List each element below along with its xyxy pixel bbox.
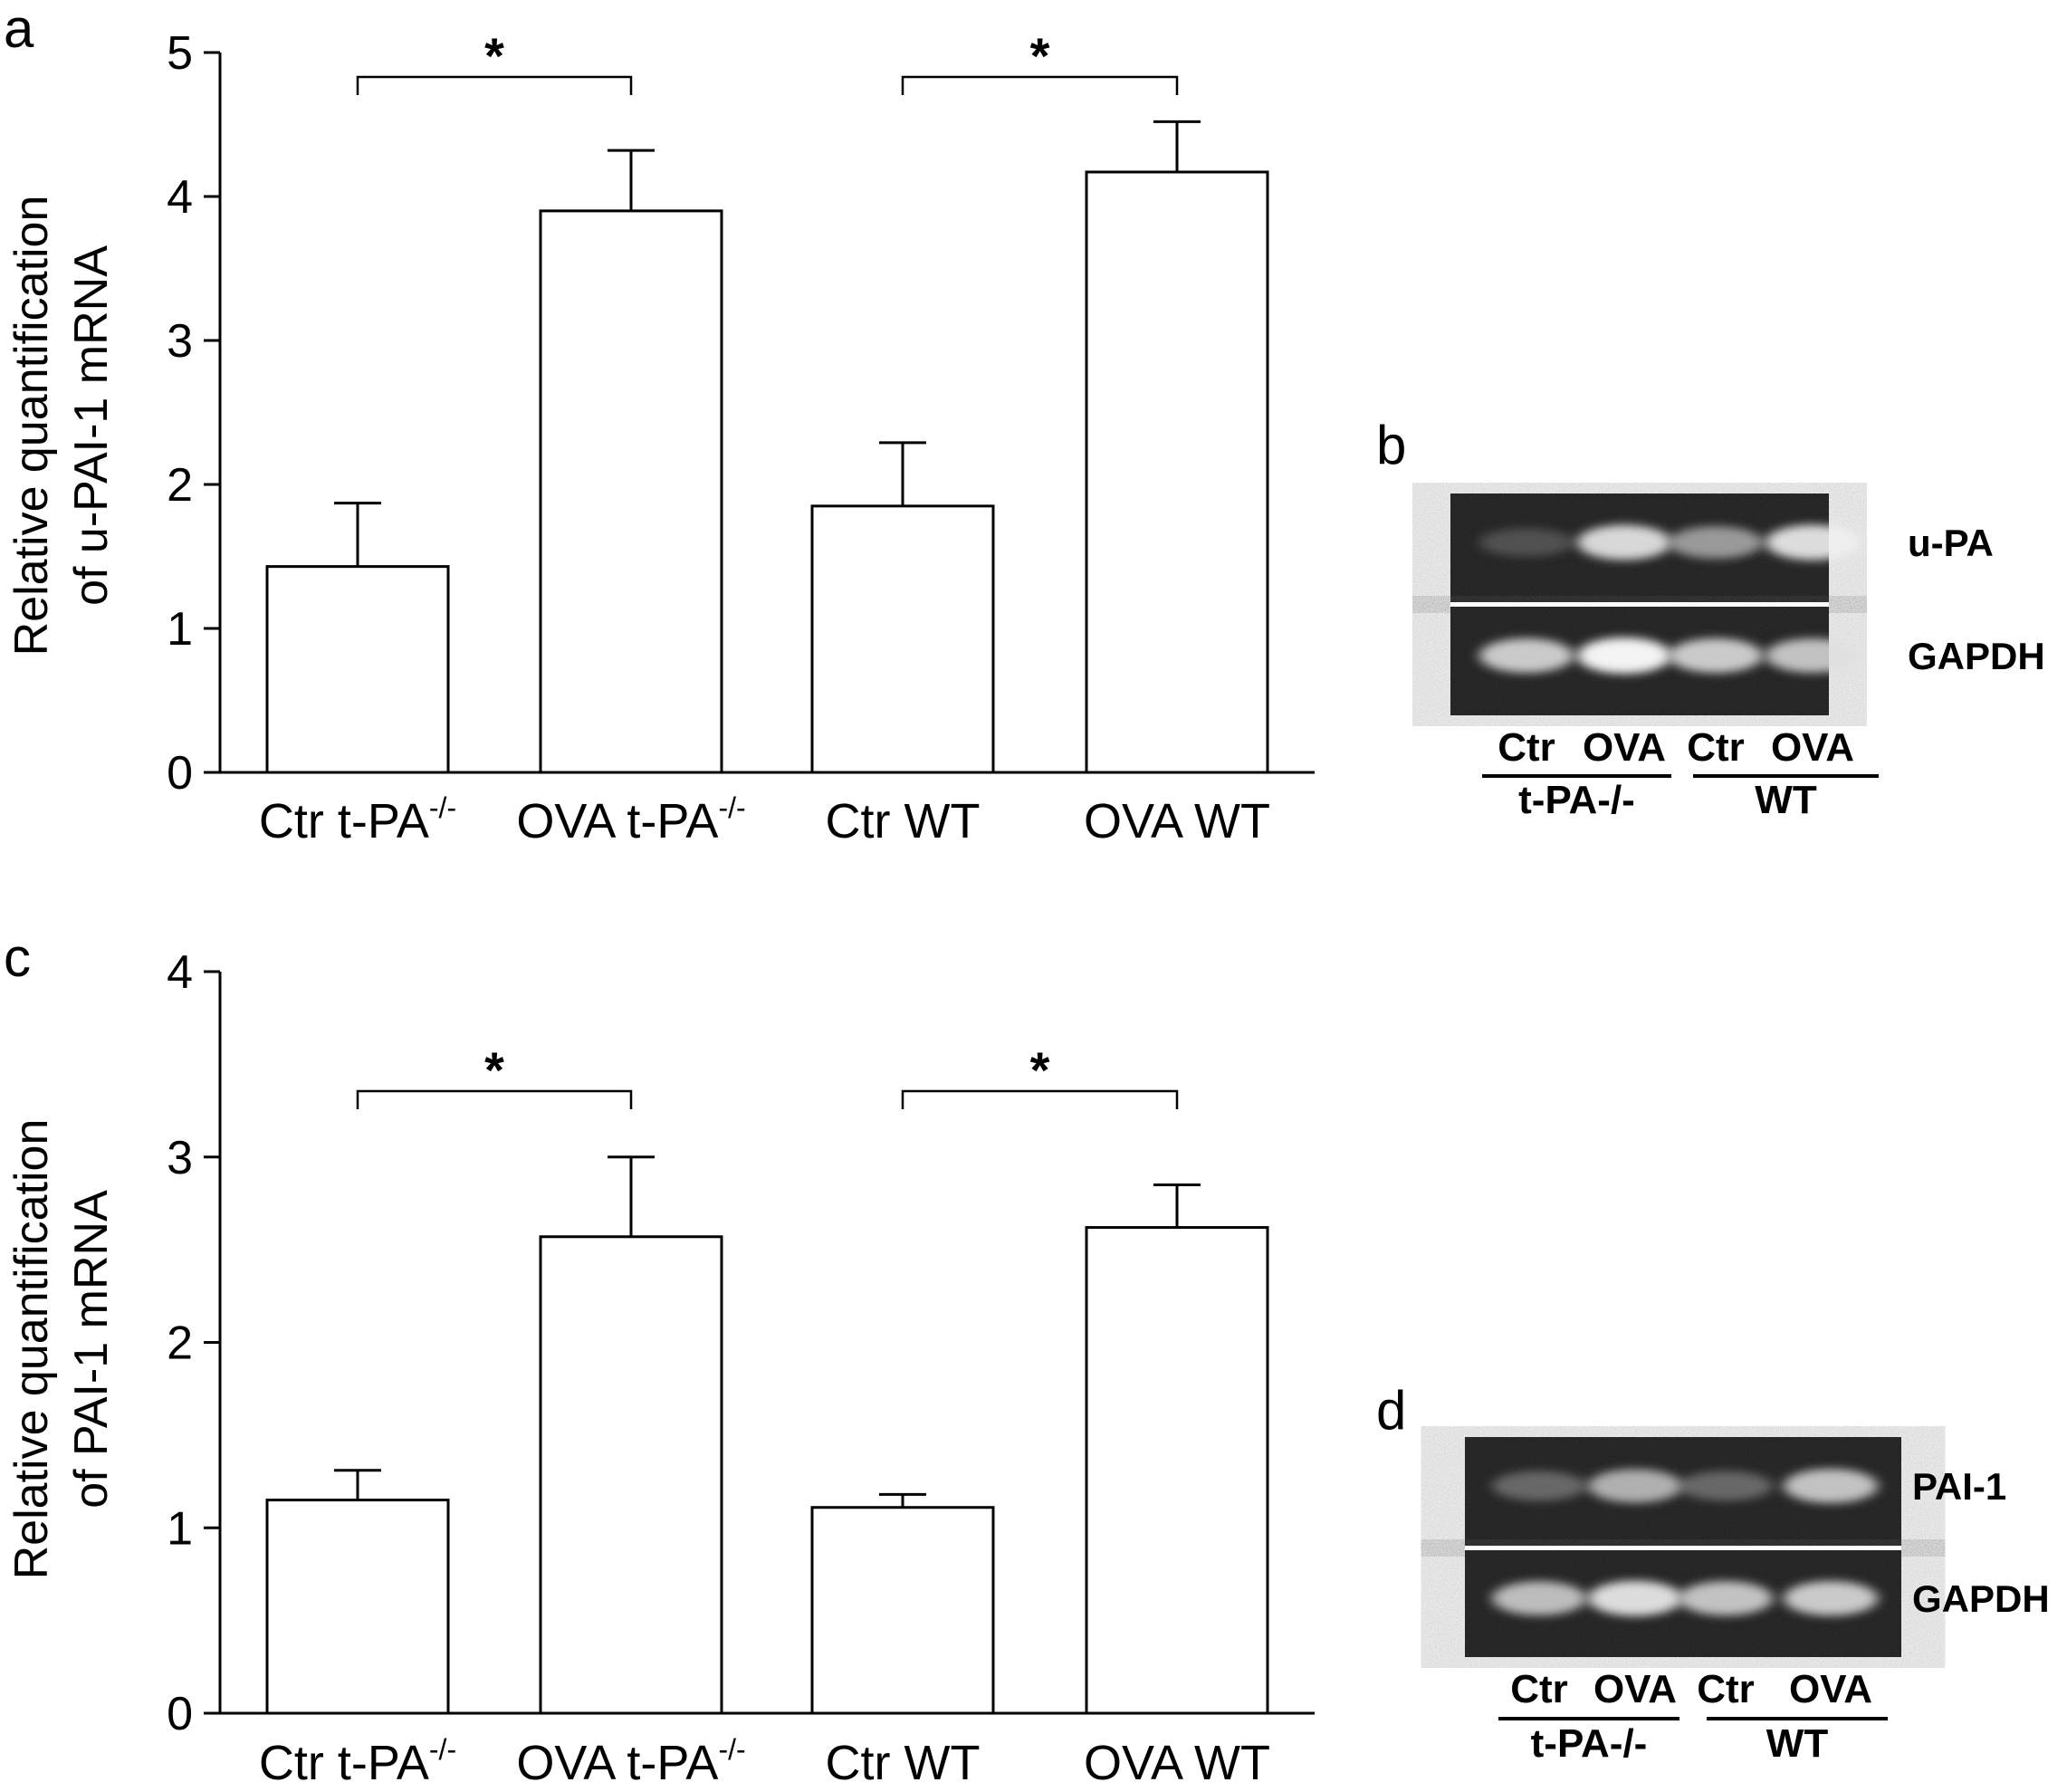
y-axis-label-line2: of u-PAI-1 mRNA [65,245,118,606]
significance-bracket [901,75,1179,95]
gel-band [1669,637,1763,674]
lane-label: OVA [1789,1667,1872,1711]
y-tick-label: 0 [167,747,193,800]
gel-band [1588,1469,1682,1503]
y-tick-label: 2 [167,459,193,512]
bar [539,209,723,774]
significance-star: * [1030,27,1050,84]
category-label: Ctr t-PA-/- [259,791,456,848]
y-tick-label: 4 [167,946,193,999]
lane-label: Ctr [1687,725,1745,770]
lane-label: OVA [1771,725,1854,770]
bar [810,504,995,774]
lane-group-label: WT [1766,1721,1829,1766]
category-label: OVA t-PA-/- [516,791,745,848]
lane-group-label: t-PA-/- [1531,1721,1648,1766]
gel-band-label: GAPDH [1912,1577,2050,1620]
y-axis-label-line1: Relative quantification [5,1119,58,1580]
gel-band [1669,526,1763,559]
gel-band [1492,1581,1586,1615]
panel-letter-d: d [1376,1380,1406,1441]
y-axis-label-line2: of PAI-1 mRNA [65,1190,118,1509]
gel-band [1588,1580,1682,1616]
significance-bracket [356,1089,633,1109]
gel-band [1784,1469,1878,1503]
panel-letter-a: a [4,0,34,59]
y-axis-label-line1: Relative quantification [5,196,58,656]
category-label: OVA WT [1084,794,1270,848]
gel-band [1679,1581,1773,1616]
category-label: Ctr WT [826,794,981,848]
lane-group-label: WT [1755,778,1817,822]
gel-image-pai1: PAI-1 GAPDH Ctr OVA t-PA-/- Ctr OVA WT [1465,1437,2050,1766]
gel-band [1679,1471,1773,1501]
gel-band [1479,528,1574,557]
significance-star: * [484,27,504,84]
significance-bracket [356,75,633,95]
significance-bracket [901,1089,1179,1109]
gel-band [1766,638,1860,673]
panel-letter-b: b [1376,415,1406,475]
panel-letter-c: c [4,927,31,988]
gel-band-label: u-PA [1908,522,1994,564]
gel-band [1577,524,1671,561]
y-tick-label: 5 [167,27,193,80]
bar [265,1499,450,1715]
y-tick-label: 3 [167,315,193,368]
gel-band [1492,1471,1586,1501]
significance-star: * [1030,1041,1050,1098]
bar [1085,170,1269,774]
lane-label: Ctr [1498,725,1555,770]
bar-chart-pai1: 0 1 2 3 4 Relative quantification of PAI-1 mRN… [5,946,1315,1790]
significance-star: * [484,1041,504,1098]
gel-band [1766,524,1860,561]
lane-label: OVA [1583,725,1666,770]
category-label: Ctr t-PA-/- [259,1733,456,1790]
y-tick-label: 1 [167,1502,193,1555]
bar [1085,1226,1269,1715]
bar [810,1506,995,1715]
gel-band [1577,637,1671,674]
lane-group-label: t-PA-/- [1518,778,1635,822]
lane-label: OVA [1593,1667,1677,1711]
bar [265,565,450,774]
bar-chart-upai1: 0 1 2 3 4 5 Relative quantification of u-PAI-1 … [5,27,1315,848]
gel-band [1479,637,1574,674]
lane-label: Ctr [1697,1667,1755,1711]
y-tick-label: 3 [167,1132,193,1184]
y-tick-label: 4 [167,171,193,224]
y-tick-label: 1 [167,603,193,656]
category-label: OVA t-PA-/- [516,1733,745,1790]
gel-image-upa: u-PA GAPDH Ctr OVA t-PA-/- Ctr OVA WT [1450,494,2045,822]
lane-label: Ctr [1510,1667,1568,1711]
gel-band-label: PAI-1 [1912,1465,2006,1508]
bar [539,1235,723,1715]
gel-band-label: GAPDH [1908,635,2045,677]
gel-band [1784,1581,1878,1616]
y-tick-label: 2 [167,1318,193,1370]
category-label: OVA WT [1084,1736,1270,1790]
category-label: Ctr WT [826,1736,981,1790]
y-tick-label: 0 [167,1688,193,1740]
